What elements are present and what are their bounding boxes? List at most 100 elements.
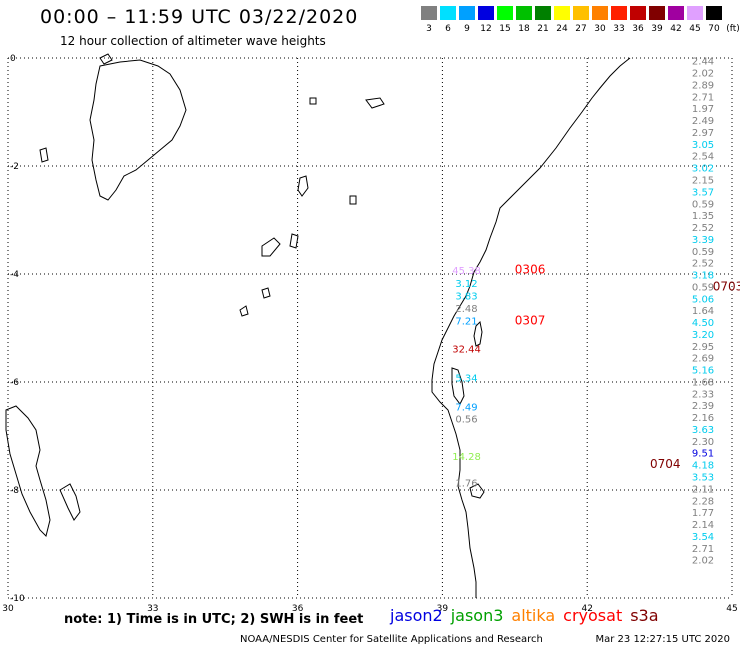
wave-height-value: 2.48	[455, 304, 477, 315]
altimeter-tracks: 2.442.022.892.711.972.492.973.052.543.02…	[452, 57, 714, 567]
lon-tick-label: 45	[726, 604, 737, 614]
scale-swatch	[440, 6, 456, 20]
satellite-legend-item: altika	[511, 606, 556, 625]
lon-tick-label: 39	[437, 604, 449, 614]
scale-swatch	[478, 6, 494, 20]
axis-labels: 30 33 36 39 42 45 0 -2 -4 -6 -8 -10	[2, 54, 737, 614]
lon-tick-label: 42	[581, 604, 592, 614]
scale-label: 24	[556, 24, 568, 34]
wave-height-value: 4.50	[692, 318, 714, 329]
lat-tick-label: 0	[10, 54, 16, 64]
wave-height-value: 2.52	[692, 259, 714, 270]
scale-swatch	[554, 6, 570, 20]
lon-tick-label: 33	[147, 604, 158, 614]
scale-swatch	[687, 6, 703, 20]
wave-height-value: 2.89	[692, 80, 714, 91]
scale-swatch	[421, 6, 437, 20]
wave-height-value: 2.02	[692, 556, 714, 567]
wave-height-value: 0.59	[692, 247, 714, 258]
wave-height-value: 2.30	[692, 437, 714, 448]
coastlines	[5, 53, 631, 598]
wave-height-value: 1.64	[692, 306, 714, 317]
scale-label: 18	[518, 24, 530, 34]
scale-swatch	[573, 6, 589, 20]
pass-labels: 0306 0307 0703 0704	[515, 263, 740, 471]
wave-height-value: 3.20	[692, 330, 714, 341]
wave-height-value: 3.54	[692, 532, 714, 543]
wave-height-value: 2.54	[692, 152, 714, 163]
wave-height-value: 7.49	[455, 402, 477, 413]
wave-height-value: 2.52	[692, 223, 714, 234]
scale-swatch	[649, 6, 665, 20]
scale-label: 21	[537, 24, 549, 34]
wave-height-value: 2.97	[692, 128, 714, 139]
wave-height-value: 45.38	[452, 266, 481, 277]
lon-tick-label: 36	[292, 604, 304, 614]
wave-height-value: 1.97	[692, 104, 714, 115]
small-lake-8	[309, 97, 317, 105]
wave-height-value: 14.28	[452, 452, 481, 463]
mafia-island	[469, 483, 485, 499]
wave-height-value: 0.56	[455, 415, 477, 426]
wave-height-value: 9.51	[692, 449, 714, 460]
scale-label: 33	[613, 24, 625, 34]
pass-label: 0307	[515, 313, 546, 327]
scale-label: 70	[708, 24, 720, 34]
small-lake-7	[349, 195, 357, 205]
lake-kyoga	[99, 53, 113, 65]
scale-label: 27	[575, 24, 587, 34]
satellite-legend-item: s3a	[630, 606, 659, 625]
scale-swatch	[592, 6, 608, 20]
pass-label: 0704	[650, 457, 681, 471]
wave-height-value: 3.63	[692, 425, 714, 436]
satellite-legend-item: cryosat	[563, 606, 623, 625]
scale-swatch	[535, 6, 551, 20]
lat-tick-label: -10	[10, 594, 25, 604]
wave-height-value: 2.95	[692, 342, 714, 353]
lat-lon-grid	[7, 57, 733, 599]
small-lake-4	[365, 97, 385, 109]
scale-swatch	[459, 6, 475, 20]
scale-swatch	[611, 6, 627, 20]
wave-height-value: 2.28	[692, 496, 714, 507]
wave-height-value: 1.68	[692, 377, 714, 388]
wave-height-value: 2.14	[692, 520, 714, 531]
lat-tick-label: -8	[10, 486, 19, 496]
wave-height-value: 0.59	[692, 199, 714, 210]
wave-height-value: 3.18	[692, 271, 714, 282]
note-text: note: 1) Time is in UTC; 2) SWH is in fe…	[64, 612, 364, 627]
wave-height-value: 3.12	[455, 279, 477, 290]
satellite-legend: jason2 jason3 altika cryosat s3a	[390, 606, 667, 625]
lat-tick-label: -4	[10, 270, 19, 280]
pass-label: 0306	[515, 263, 546, 277]
wave-height-value: 2.69	[692, 354, 714, 365]
wave-height-value: 1.35	[692, 211, 714, 222]
wave-height-value: 2.16	[692, 413, 714, 424]
satellite-legend-item: jason3	[450, 606, 504, 625]
small-lake-6	[239, 305, 249, 317]
wave-height-value: 3.57	[692, 187, 714, 198]
scale-swatch	[630, 6, 646, 20]
lat-tick-label: -6	[10, 378, 19, 388]
scale-label: 39	[651, 24, 663, 34]
wave-height-value: 5.16	[692, 366, 714, 377]
scale-label: 3	[426, 24, 432, 34]
scale-swatch	[516, 6, 532, 20]
wave-height-value: 3.83	[455, 292, 477, 303]
chart-title: 00:00 – 11:59 UTC 03/22/2020	[40, 6, 359, 28]
scale-label: 15	[499, 24, 511, 34]
scale-label: 30	[594, 24, 606, 34]
wave-height-value: 0.59	[692, 282, 714, 293]
scale-swatch	[497, 6, 513, 20]
wave-height-value: 7.21	[455, 316, 477, 327]
small-lake-1	[39, 147, 49, 163]
wave-height-value: 2.44	[692, 57, 714, 68]
lake-tanganyika	[5, 405, 51, 537]
scale-label: 6	[445, 24, 451, 34]
scale-label: 42	[670, 24, 682, 34]
wave-height-value: 3.02	[692, 164, 714, 175]
scale-label: 45	[689, 24, 701, 34]
wave-height-value: 2.33	[692, 389, 714, 400]
small-lake-5	[261, 287, 271, 299]
